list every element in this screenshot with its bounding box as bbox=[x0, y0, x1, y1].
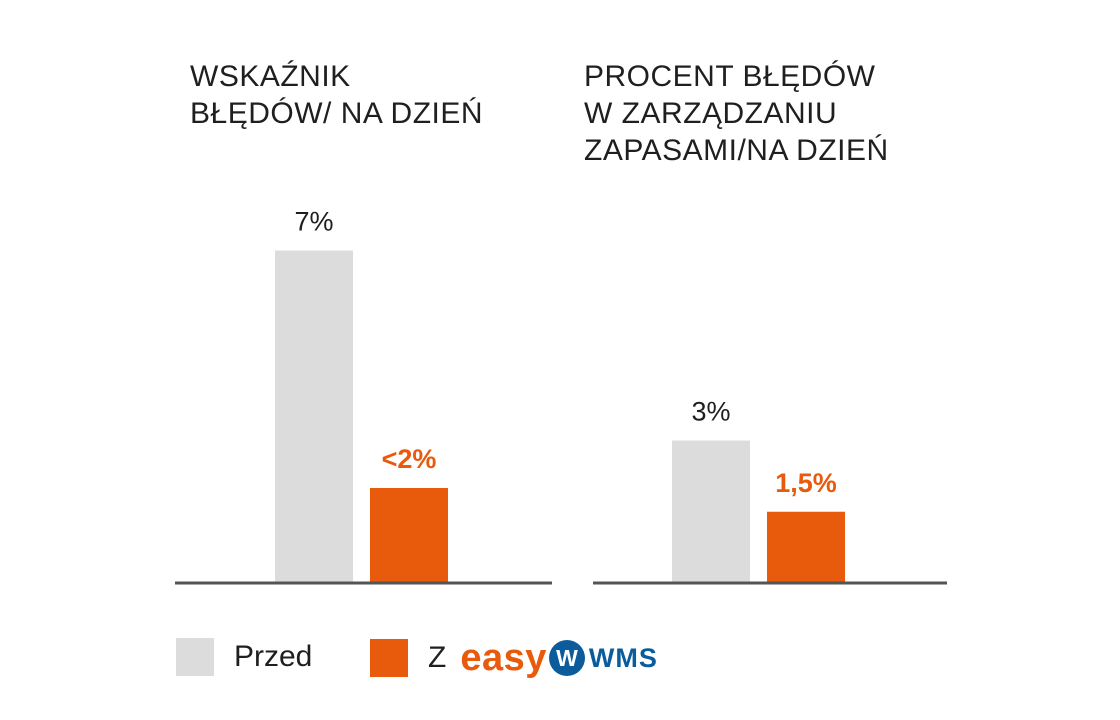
logo-wms-text: WMS bbox=[588, 642, 658, 673]
bar-chart2-before bbox=[672, 440, 750, 583]
bar-chart1-after bbox=[370, 488, 448, 583]
legend-item-after: Z easy W WMS bbox=[370, 638, 658, 678]
data-label-chart1-after: <2% bbox=[382, 444, 437, 474]
logo-w-icon: W bbox=[548, 640, 585, 676]
legend-label-before: Przed bbox=[234, 640, 313, 673]
chart-title-left: WSKAŹNIK BŁĘDÓW/ NA DZIEŃ bbox=[190, 60, 484, 130]
legend-swatch-after bbox=[370, 639, 408, 677]
data-label-chart2-after: 1,5% bbox=[775, 468, 837, 498]
legend-swatch-before bbox=[176, 638, 214, 676]
logo-easy-text: easy bbox=[460, 637, 547, 679]
svg-text:W: W bbox=[556, 645, 578, 671]
bar-chart1-before bbox=[275, 250, 353, 583]
easywms-logo: easy W WMS bbox=[460, 638, 658, 678]
data-label-chart2-before: 3% bbox=[691, 397, 730, 427]
bar-chart2-after bbox=[767, 511, 845, 583]
legend-item-before: Przed bbox=[176, 638, 312, 676]
legend-label-after: Z bbox=[428, 641, 447, 674]
data-label-chart1-before: 7% bbox=[294, 207, 333, 237]
chart-title-right: PROCENT BŁĘDÓW W ZARZĄDZANIU ZAPASAMI/NA… bbox=[584, 60, 889, 167]
